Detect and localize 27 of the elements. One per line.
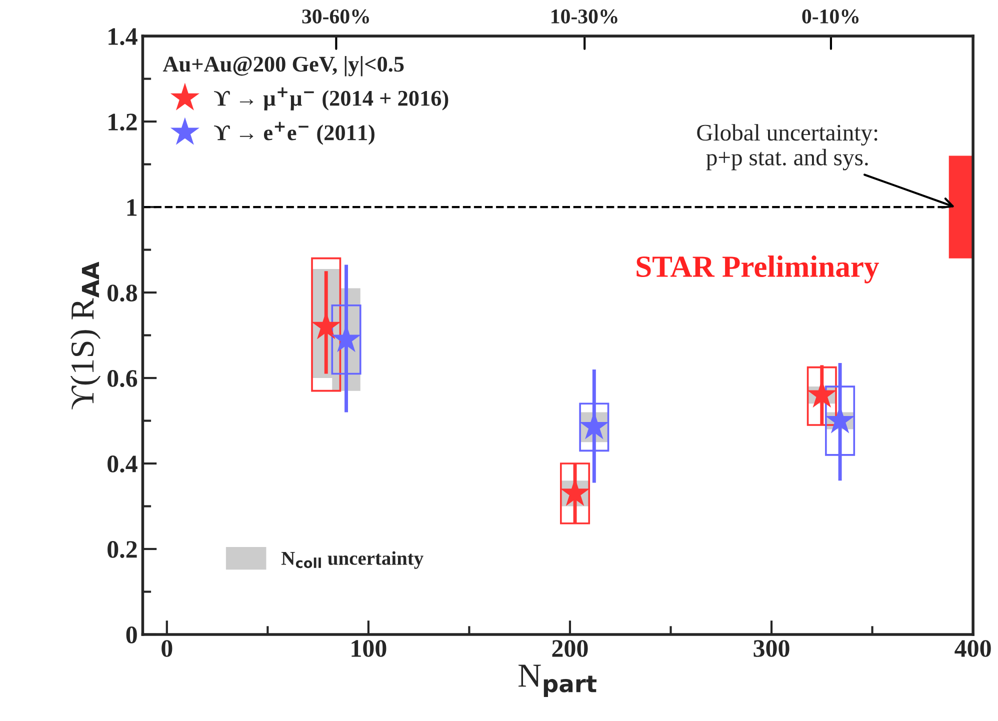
y-tick-label: 0.8 — [108, 284, 138, 302]
y-tick-label: 1.2 — [108, 114, 137, 131]
x-tick-label: 100 — [352, 640, 386, 657]
text: 0-10% — [802, 9, 859, 24]
legend-title: Au+Au@200 GeV, |y|<0.5 — [162, 56, 404, 76]
bar — [560, 462, 590, 524]
annotation: Global uncertainty: p+p stat. and sys. — [697, 124, 878, 170]
bar — [311, 257, 342, 392]
text: 30-60% — [302, 9, 369, 24]
x-tick-label: 200 — [552, 640, 588, 657]
y-tick-label: 0.4 — [108, 456, 138, 473]
x-tick-label: 400 — [954, 640, 991, 657]
legend-label: N$_{coll}$ uncertainty — [281, 551, 424, 569]
y-tick-label: 0.2 — [108, 541, 137, 558]
text: 10-30% — [552, 9, 618, 24]
legend-label: ϒ → μ$^{+}$μ$^{−}$ (2014 + 2016) — [214, 87, 448, 110]
bar — [806, 366, 837, 426]
x-axis-title: N$_{part}$ — [518, 664, 597, 697]
annotation: STAR Preliminary — [636, 256, 879, 284]
y-tick-label: 0 — [126, 626, 137, 644]
y-tick-label: 0.6 — [108, 370, 138, 388]
x-tick-label: 300 — [754, 640, 790, 657]
y-tick-label: 1.4 — [108, 28, 138, 46]
y-tick-label: 1 — [127, 199, 137, 216]
legend-label: ϒ → e$^{+}$e$^{−}$ (2011) — [214, 122, 374, 145]
x-tick-label: 0 — [162, 640, 172, 657]
y-axis-title: ϒ(1S) R$_{AA}$ — [70, 262, 101, 410]
